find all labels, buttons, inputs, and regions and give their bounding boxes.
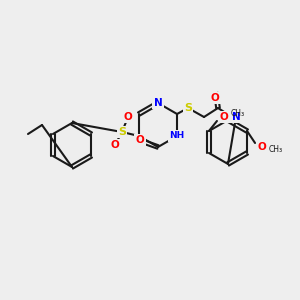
Text: O: O: [211, 93, 219, 103]
Text: O: O: [258, 142, 266, 152]
Text: CH₃: CH₃: [231, 110, 245, 118]
Text: O: O: [124, 112, 132, 122]
Text: O: O: [111, 140, 119, 150]
Text: N: N: [154, 98, 162, 108]
Text: H: H: [228, 112, 236, 122]
Text: S: S: [184, 103, 192, 113]
Text: NH: NH: [169, 131, 185, 140]
Text: CH₃: CH₃: [269, 146, 283, 154]
Text: O: O: [220, 112, 228, 122]
Text: S: S: [118, 127, 126, 137]
Text: N: N: [232, 112, 240, 122]
Text: O: O: [136, 135, 144, 145]
